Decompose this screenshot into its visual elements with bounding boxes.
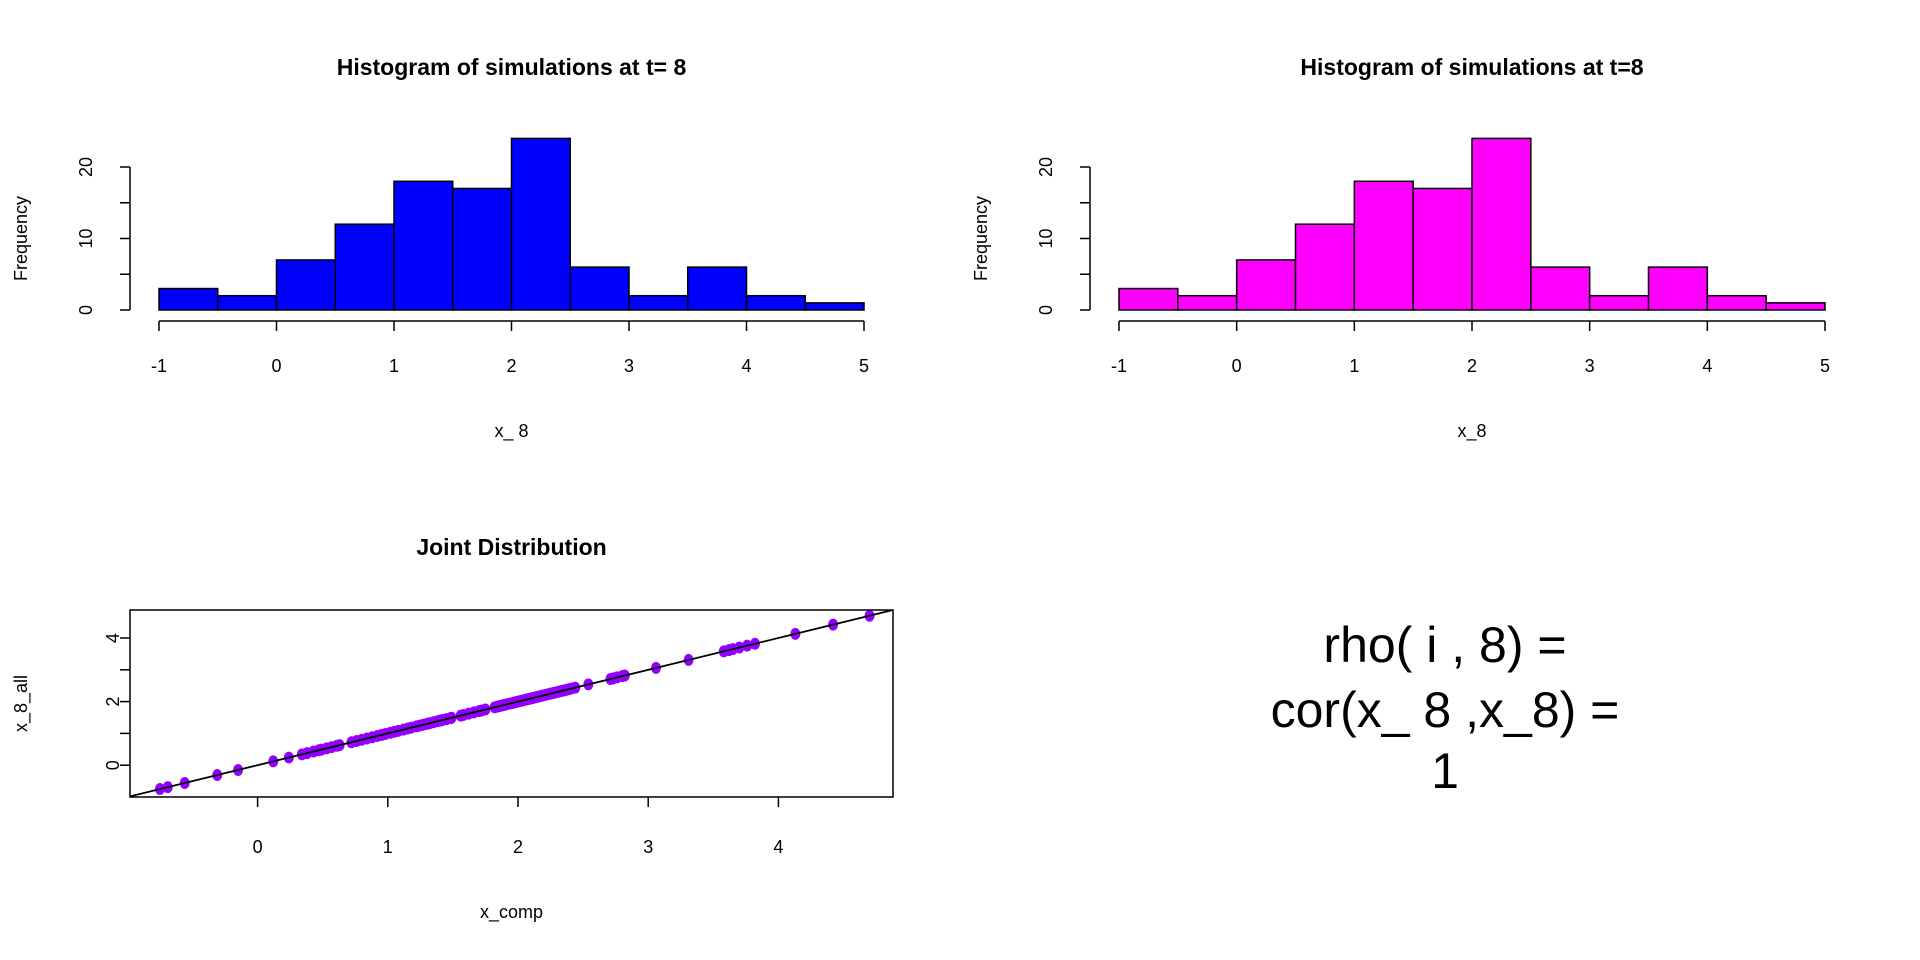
- cor-value: 1: [1431, 743, 1459, 799]
- scatter-x-tick-label: 0: [253, 837, 263, 857]
- hist2-bar: [1471, 137, 1532, 311]
- scatter-title: Joint Distribution: [416, 534, 606, 560]
- cor-label: cor(x_ 8 ,x_8) =: [1271, 682, 1620, 738]
- hist1-x-label: x_ 8: [494, 421, 528, 442]
- hist2-bar: [1353, 180, 1414, 311]
- hist1-y-tick-label: 0: [76, 305, 96, 315]
- hist1-bar: [745, 294, 806, 311]
- hist1-title: Histogram of simulations at t= 8: [337, 54, 687, 80]
- scatter-x-tick-label: 3: [643, 837, 653, 857]
- hist1-bar: [804, 302, 865, 311]
- hist1-x-tick-label: 4: [741, 356, 751, 376]
- hist2-bar: [1588, 294, 1650, 311]
- hist2-bar: [1412, 187, 1473, 311]
- hist2-x-tick-label: -1: [1111, 356, 1127, 376]
- hist1-x-tick-label: 0: [271, 356, 281, 376]
- hist1-y-tick-label: 10: [76, 228, 96, 248]
- hist2-x-tick-label: 4: [1702, 356, 1712, 376]
- hist2-bar: [1294, 223, 1356, 311]
- hist2-x-tick-label: 1: [1349, 356, 1359, 376]
- hist1-x-tick-label: 3: [624, 356, 634, 376]
- hist1-y-label: Frequency: [11, 196, 31, 281]
- hist2-y-tick-label: 0: [1036, 305, 1056, 315]
- hist1-bar: [510, 137, 571, 311]
- hist2-title: Histogram of simulations at t=8: [1300, 54, 1643, 80]
- hist2-bar: [1235, 259, 1297, 311]
- hist1-bar: [687, 266, 748, 311]
- hist2-x-tick-label: 3: [1585, 356, 1595, 376]
- hist2-y-tick-label: 20: [1036, 157, 1056, 177]
- hist2-bar: [1765, 302, 1826, 311]
- reference-line: [130, 610, 893, 797]
- hist2-bar: [1706, 294, 1767, 311]
- hist1-x-tick-label: 2: [506, 356, 516, 376]
- hist2-x-tick-label: 0: [1232, 356, 1242, 376]
- scatter-x-tick-label: 2: [513, 837, 523, 857]
- hist2-bar: [1118, 287, 1179, 311]
- hist1-x-tick-label: 1: [389, 356, 399, 376]
- hist1-y-tick-label: 20: [76, 157, 96, 177]
- hist2-y-tick-label: 10: [1036, 228, 1056, 248]
- scatter-y-tick-label: 4: [103, 633, 123, 643]
- scatter-box: [129, 609, 894, 798]
- scatter-x-tick-label: 4: [773, 837, 783, 857]
- hist1-bar: [569, 266, 630, 311]
- hist1-bar: [275, 259, 336, 311]
- scatter-x-tick-label: 1: [383, 837, 393, 857]
- hist1-x-tick-label: 5: [859, 356, 869, 376]
- rho-label: rho( i , 8) =: [1323, 617, 1566, 673]
- hist2-bar: [1530, 266, 1591, 311]
- scatter-x-label: x_comp: [480, 902, 543, 923]
- hist1-bar: [334, 223, 395, 311]
- hist1-bar: [452, 187, 513, 311]
- scatter-y-tick-label: 2: [103, 697, 123, 707]
- hist1-bar: [158, 287, 219, 311]
- hist1-bar: [628, 294, 689, 311]
- hist2-x-label: x_8: [1457, 421, 1486, 442]
- hist1-bar: [217, 294, 278, 311]
- hist2-x-tick-label: 5: [1820, 356, 1830, 376]
- hist1-bar: [393, 180, 454, 311]
- hist2-bar: [1177, 294, 1238, 311]
- scatter-y-label: x_8_all: [11, 675, 32, 732]
- hist2-bar: [1647, 266, 1709, 311]
- hist1-x-tick-label: -1: [151, 356, 167, 376]
- scatter-y-tick-label: 0: [103, 760, 123, 770]
- hist2-x-tick-label: 2: [1467, 356, 1477, 376]
- hist2-y-label: Frequency: [971, 196, 991, 281]
